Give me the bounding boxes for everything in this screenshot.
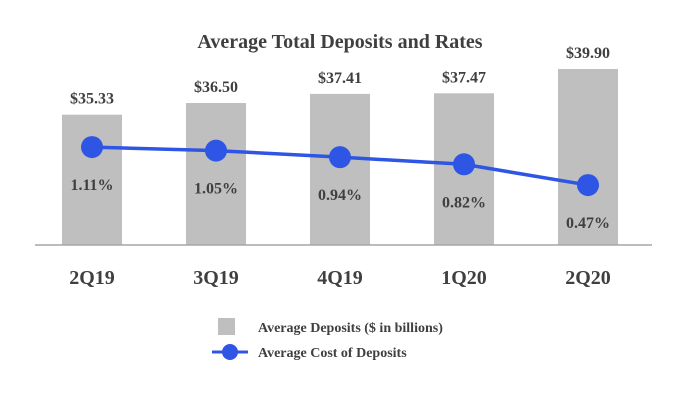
legend-deposits-swatch <box>218 318 235 335</box>
bar-value-label: $37.47 <box>442 69 486 86</box>
category-labels-group: 2Q19 3Q19 4Q19 1Q20 2Q20 <box>69 267 611 289</box>
rate-line-group <box>81 136 599 197</box>
rate-point-3Q19 <box>205 139 227 162</box>
rate-value-label: 1.11% <box>70 177 113 194</box>
rate-value-label: 0.47% <box>566 215 610 232</box>
rate-point-4Q19 <box>329 146 351 169</box>
bar-value-label: $35.33 <box>70 91 114 108</box>
bar-3Q19 <box>186 103 246 245</box>
legend-cost-marker <box>222 344 238 360</box>
rate-value-label: 0.82% <box>442 194 486 211</box>
rate-point-2Q19 <box>81 136 103 159</box>
bar-value-label: $37.41 <box>318 70 362 87</box>
chart-title: Average Total Deposits and Rates <box>197 31 482 53</box>
legend-deposits-label: Average Deposits ($ in billions) <box>258 321 443 336</box>
category-label: 1Q20 <box>441 267 487 289</box>
bar-value-label: $36.50 <box>194 79 238 96</box>
legend: Average Deposits ($ in billions) Average… <box>212 318 443 361</box>
bar-4Q19 <box>310 93 370 246</box>
rate-value-label: 1.05% <box>194 181 238 198</box>
rate-value-label: 0.94% <box>318 187 362 204</box>
rate-point-1Q20 <box>453 153 475 176</box>
bar-value-label: $39.90 <box>566 45 610 62</box>
rate-point-2Q20 <box>577 174 599 197</box>
category-label: 2Q20 <box>565 267 611 289</box>
bars-group <box>62 69 618 246</box>
legend-cost-label: Average Cost of Deposits <box>258 346 407 361</box>
category-label: 3Q19 <box>193 267 239 289</box>
bar-2Q20 <box>558 69 618 245</box>
category-label: 4Q19 <box>317 267 363 289</box>
bar-labels-group: $35.33 $36.50 $37.41 $37.47 $39.90 <box>70 45 610 108</box>
rate-labels-group: 1.11% 1.05% 0.94% 0.82% 0.47% <box>70 177 610 232</box>
category-label: 2Q19 <box>69 267 115 289</box>
